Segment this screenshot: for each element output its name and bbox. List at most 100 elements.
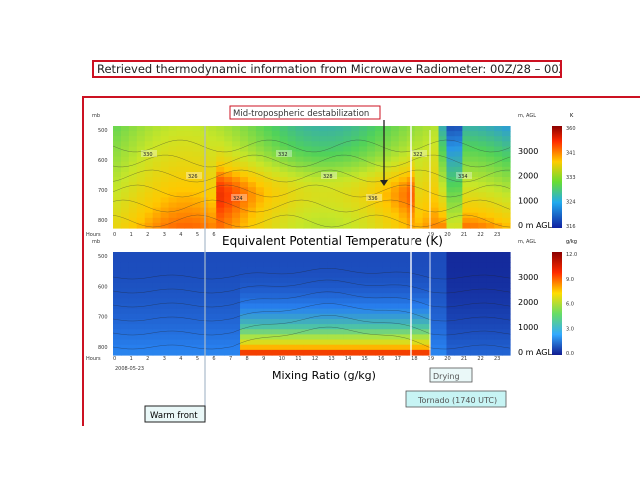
heatmap-cell: [446, 222, 456, 229]
heatmap-cell: [494, 146, 503, 153]
heatmap-cell: [192, 267, 201, 274]
heatmap-cell: [263, 207, 273, 214]
heatmap-cell: [232, 344, 241, 351]
heatmap-cell: [176, 293, 186, 299]
heatmap-cell: [335, 293, 344, 299]
heatmap-cell: [232, 171, 241, 178]
heatmap-cell: [311, 298, 321, 305]
heatmap-cell: [430, 187, 440, 193]
heatmap-cell: [351, 329, 360, 335]
heatmap-cell: [263, 293, 273, 299]
heatmap-cell: [335, 277, 344, 284]
heatmap-cell: [422, 222, 432, 229]
heatmap-cell: [113, 303, 122, 310]
heatmap-cell: [136, 166, 146, 173]
heatmap-cell: [343, 197, 352, 204]
heatmap-cell: [422, 339, 432, 346]
heatmap-cell: [446, 257, 456, 263]
heatmap-cell: [303, 318, 313, 325]
heatmap-cell: [279, 257, 289, 263]
heatmap-cell: [359, 252, 368, 258]
heatmap-cell: [295, 156, 305, 163]
heatmap-cell: [478, 277, 487, 284]
heatmap-cell: [454, 339, 463, 346]
heatmap-cell: [263, 151, 273, 158]
heatmap-cell: [263, 313, 273, 320]
heatmap-cell: [279, 161, 289, 168]
heatmap-cell: [120, 222, 130, 229]
heatmap-cell: [430, 324, 440, 330]
heatmap-cell: [319, 293, 328, 299]
x-tick-label: 5: [196, 232, 199, 238]
heatmap-cell: [470, 293, 479, 299]
heatmap-cell: [343, 293, 352, 299]
heatmap-cell: [136, 177, 146, 183]
heatmap-cell: [263, 329, 273, 335]
heatmap-cell: [311, 257, 321, 263]
heatmap-cell: [375, 217, 384, 224]
heatmap-cell: [422, 136, 432, 142]
heatmap-cell: [319, 267, 328, 274]
heatmap-cell: [160, 126, 170, 132]
heatmap-cell: [462, 212, 471, 219]
heatmap-cell: [462, 197, 471, 204]
heatmap-cell: [271, 126, 281, 132]
heatmap-cell: [113, 349, 122, 356]
heatmap-cell: [176, 318, 186, 325]
heatmap-cell: [454, 197, 463, 204]
colorbar-unit: K: [570, 113, 574, 119]
heatmap-cell: [176, 177, 186, 183]
contour-value-label: 328: [323, 174, 333, 180]
heatmap-cell: [255, 141, 265, 147]
heatmap-cell: [311, 136, 321, 142]
heatmap-cell: [287, 177, 297, 183]
heatmap-cell: [462, 272, 471, 279]
heatmap-cell: [414, 131, 424, 137]
heatmap-cell: [287, 217, 297, 224]
heatmap-cell: [216, 177, 225, 183]
heatmap-cell: [438, 262, 448, 269]
colorbar-tick-label: 3.0: [566, 326, 574, 332]
heatmap-cell: [247, 282, 257, 289]
heatmap-cell: [430, 252, 440, 258]
heatmap-cell: [351, 192, 360, 198]
heatmap-cell: [390, 318, 400, 325]
heatmap-cell: [438, 252, 448, 258]
contour-line: [112, 315, 511, 336]
heatmap-cell: [152, 349, 162, 356]
heatmap-cell: [319, 131, 328, 137]
heatmap-cell: [247, 217, 257, 224]
heatmap-cell: [382, 329, 392, 335]
heatmap-cell: [422, 161, 432, 168]
heatmap-cell: [470, 277, 479, 284]
heatmap-cell: [398, 318, 408, 325]
heatmap-cell: [168, 339, 178, 346]
heatmap-cell: [454, 262, 463, 269]
heatmap-cell: [160, 141, 170, 147]
heatmap-cell: [319, 141, 328, 147]
heatmap-cell: [120, 334, 130, 341]
heatmap-cell: [327, 217, 336, 224]
heatmap-cell: [367, 207, 376, 214]
heatmap-cell: [359, 182, 368, 188]
heatmap-cell: [486, 222, 495, 229]
heatmap-cell: [335, 329, 344, 335]
heatmap-cell: [136, 141, 146, 147]
heatmap-cell: [486, 192, 495, 198]
heatmap-cell: [176, 136, 186, 142]
heatmap-cell: [446, 192, 456, 198]
heatmap-cell: [168, 324, 178, 330]
colorbar-tick-label: 324: [566, 200, 576, 206]
heatmap-cell: [271, 267, 281, 274]
heatmap-cell: [224, 202, 233, 209]
heatmap-cell: [351, 177, 360, 183]
heatmap-cell: [144, 222, 154, 229]
heatmap-cell: [311, 212, 321, 219]
heatmap-cell: [279, 339, 289, 346]
heatmap-cell: [422, 262, 432, 269]
heatmap-cell: [502, 187, 511, 193]
heatmap-cell: [279, 267, 289, 274]
heatmap-cell: [232, 298, 241, 305]
heatmap-cell: [502, 318, 511, 325]
contour-label-bg: [186, 172, 202, 179]
